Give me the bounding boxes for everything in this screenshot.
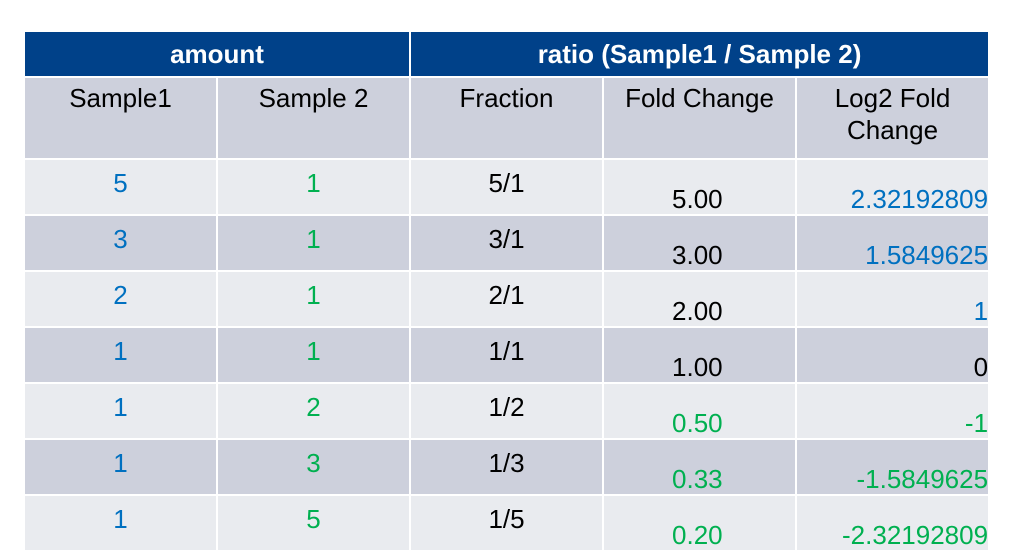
cell-fold-change: 3.00 bbox=[602, 214, 798, 272]
column-header-fold-change: Fold Change bbox=[602, 76, 798, 160]
cell-sample1: 2 bbox=[23, 270, 218, 328]
cell-sample2: 5 bbox=[215, 494, 412, 552]
column-header-row: Sample1 Sample 2 Fraction Fold Change Lo… bbox=[23, 76, 991, 160]
table-row: 1 2 1/2 0.50 -1 bbox=[23, 382, 991, 440]
table-row: 1 3 1/3 0.33 -1.5849625 bbox=[23, 438, 991, 496]
cell-fold-change: 0.20 bbox=[602, 494, 798, 552]
cell-sample1: 5 bbox=[23, 158, 218, 216]
column-header-fraction: Fraction bbox=[409, 76, 605, 160]
cell-sample2: 1 bbox=[215, 214, 412, 272]
table-row: 5 1 5/1 5.00 2.32192809 bbox=[23, 158, 991, 216]
cell-sample1: 1 bbox=[23, 382, 218, 440]
cell-fold-change: 0.50 bbox=[602, 382, 798, 440]
cell-fraction: 3/1 bbox=[409, 214, 605, 272]
column-header-log2-line1: Log2 Fold bbox=[834, 83, 951, 113]
cell-sample1: 3 bbox=[23, 214, 218, 272]
cell-fold-change: 2.00 bbox=[602, 270, 798, 328]
table-row: 2 1 2/1 2.00 1 bbox=[23, 270, 991, 328]
column-header-sample1: Sample1 bbox=[23, 76, 218, 160]
cell-sample2: 2 bbox=[215, 382, 412, 440]
cell-sample1: 1 bbox=[23, 438, 218, 496]
cell-log2-fold-change: 0 bbox=[795, 326, 991, 384]
cell-sample2: 1 bbox=[215, 158, 412, 216]
cell-log2-fold-change: 2.32192809 bbox=[795, 158, 991, 216]
cell-sample1: 1 bbox=[23, 494, 218, 552]
fold-change-table: amount ratio (Sample1 / Sample 2) Sample… bbox=[22, 30, 991, 552]
table-row: 1 5 1/5 0.20 -2.32192809 bbox=[23, 494, 991, 552]
cell-fraction: 1/1 bbox=[409, 326, 605, 384]
cell-sample1: 1 bbox=[23, 326, 218, 384]
group-header-ratio: ratio (Sample1 / Sample 2) bbox=[409, 30, 991, 78]
group-header-amount: amount bbox=[22, 30, 412, 78]
cell-sample2: 3 bbox=[215, 438, 412, 496]
cell-fraction: 1/3 bbox=[409, 438, 605, 496]
cell-log2-fold-change: -1.5849625 bbox=[795, 438, 991, 496]
group-header-row: amount ratio (Sample1 / Sample 2) bbox=[22, 30, 991, 78]
cell-fold-change: 5.00 bbox=[602, 158, 798, 216]
cell-log2-fold-change: -2.32192809 bbox=[795, 494, 991, 552]
column-header-log2-fold-change: Log2 Fold Change bbox=[795, 76, 991, 160]
table-row: 1 1 1/1 1.00 0 bbox=[23, 326, 991, 384]
cell-fold-change: 1.00 bbox=[602, 326, 798, 384]
cell-fold-change: 0.33 bbox=[602, 438, 798, 496]
cell-fraction: 1/5 bbox=[409, 494, 605, 552]
cell-fraction: 1/2 bbox=[409, 382, 605, 440]
cell-log2-fold-change: 1.5849625 bbox=[795, 214, 991, 272]
table-row: 3 1 3/1 3.00 1.5849625 bbox=[23, 214, 991, 272]
cell-sample2: 1 bbox=[215, 270, 412, 328]
cell-fraction: 2/1 bbox=[409, 270, 605, 328]
cell-log2-fold-change: 1 bbox=[795, 270, 991, 328]
column-header-sample2: Sample 2 bbox=[215, 76, 412, 160]
cell-sample2: 1 bbox=[215, 326, 412, 384]
cell-fraction: 5/1 bbox=[409, 158, 605, 216]
fold-change-table-wrapper: amount ratio (Sample1 / Sample 2) Sample… bbox=[22, 30, 991, 552]
column-header-log2-line2: Change bbox=[846, 115, 939, 145]
cell-log2-fold-change: -1 bbox=[795, 382, 991, 440]
